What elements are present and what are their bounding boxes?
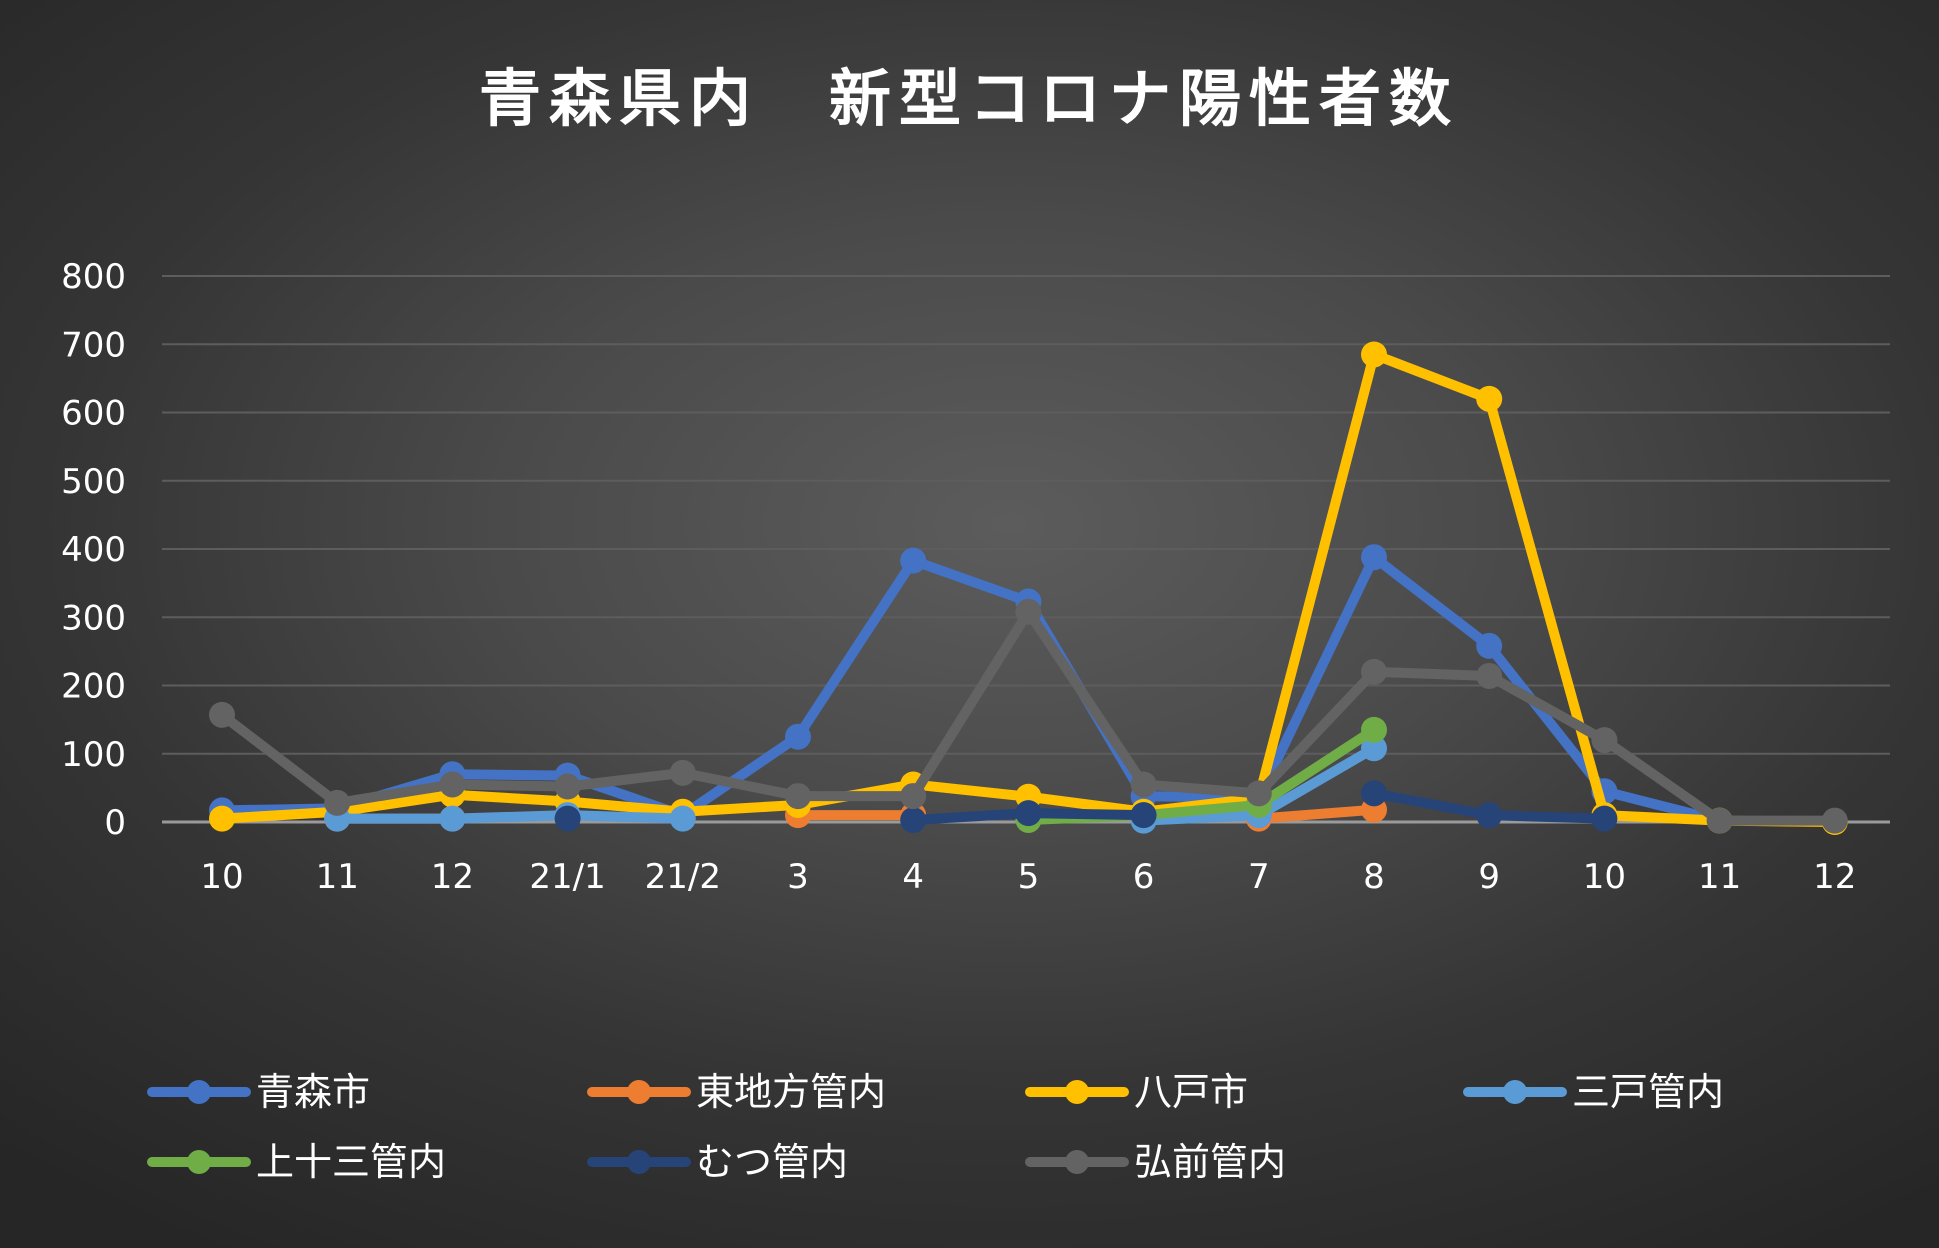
legend-item: 青森市 (147, 1070, 370, 1114)
y-tick-label: 0 (104, 803, 126, 843)
data-point (1361, 780, 1387, 807)
legend-label: 弘前管内 (1134, 1140, 1286, 1184)
data-point (1476, 802, 1503, 829)
x-tick-label: 12 (431, 857, 474, 897)
x-tick-label: 6 (1133, 857, 1155, 897)
x-tick-label: 11 (316, 857, 359, 897)
y-axis: 0 100 200 300 400 500 600 700 800 (61, 257, 126, 843)
legend-label: 青森市 (256, 1070, 370, 1114)
legend-item: 弘前管内 (1025, 1140, 1286, 1184)
data-point (1130, 802, 1157, 829)
series-6 (554, 780, 1618, 833)
data-point (785, 723, 811, 750)
legend-item: 東地方管内 (587, 1070, 886, 1114)
legend-swatch-marker (627, 1150, 651, 1174)
data-point (669, 805, 696, 832)
legend-swatch-marker (1065, 1080, 1089, 1104)
x-tick-label: 5 (1018, 857, 1040, 897)
x-tick-label: 3 (787, 857, 809, 897)
series-line (217, 552, 1725, 826)
legend-item: むつ管内 (587, 1140, 848, 1184)
data-point (1476, 662, 1503, 689)
series-3 (209, 341, 1848, 835)
legend-label: 東地方管内 (696, 1070, 886, 1114)
legend-label: むつ管内 (696, 1140, 848, 1184)
y-tick-label: 400 (61, 530, 126, 570)
legend-item: 八戸市 (1025, 1070, 1248, 1114)
x-tick-label: 8 (1363, 857, 1385, 897)
data-point (1706, 807, 1733, 834)
data-point (324, 789, 351, 816)
y-tick-label: 300 (61, 598, 126, 638)
data-point (554, 805, 581, 832)
series-line (217, 349, 1840, 827)
legend-swatch-marker (187, 1080, 211, 1104)
data-point (669, 759, 696, 786)
legend-label: 三戸管内 (1572, 1070, 1724, 1114)
y-tick-label: 200 (61, 667, 126, 707)
x-axis: 10 11 12 21/1 21/2 3 4 5 6 7 8 9 10 11 12 (200, 857, 1856, 897)
x-tick-label: 10 (1583, 857, 1626, 897)
data-point (1361, 735, 1387, 762)
series-lines (209, 341, 1848, 835)
data-point (1476, 632, 1503, 659)
series-line (332, 810, 688, 824)
gridlines (162, 275, 1890, 824)
x-tick-label: 10 (200, 857, 243, 897)
legend-item: 上十三管内 (147, 1140, 446, 1184)
legend-swatch-marker (187, 1150, 211, 1174)
data-point (439, 771, 466, 798)
data-point (1476, 385, 1503, 412)
data-point (1245, 780, 1272, 807)
legend-swatch-marker (627, 1080, 651, 1104)
data-point (900, 547, 927, 574)
data-point (785, 783, 811, 810)
data-point (1361, 341, 1387, 368)
legend-swatch-marker (1503, 1080, 1527, 1104)
x-tick-label: 11 (1698, 857, 1741, 897)
x-tick-label: 4 (902, 857, 924, 897)
chart-title: 青森県内 新型コロナ陽性者数 (479, 62, 1459, 135)
data-point (1361, 544, 1387, 571)
data-point (209, 701, 235, 728)
legend-swatch-marker (1065, 1150, 1089, 1174)
data-point (209, 805, 235, 832)
data-point (900, 806, 927, 833)
legend-label: 上十三管内 (256, 1140, 446, 1184)
y-tick-label: 600 (61, 394, 126, 434)
data-point (1015, 800, 1042, 827)
y-tick-label: 500 (61, 462, 126, 502)
y-tick-label: 100 (61, 735, 126, 775)
data-point (1361, 658, 1387, 685)
data-point (1130, 771, 1157, 798)
x-tick-label: 12 (1813, 857, 1856, 897)
data-point (1591, 727, 1618, 754)
x-tick-label: 7 (1248, 857, 1270, 897)
y-tick-label: 800 (61, 257, 126, 297)
series-7 (209, 598, 1848, 834)
data-point (1821, 807, 1848, 834)
legend-label: 八戸市 (1134, 1070, 1248, 1114)
x-tick-label: 21/2 (645, 857, 721, 897)
y-tick-label: 700 (61, 325, 126, 365)
data-point (1591, 805, 1618, 832)
x-tick-label: 21/1 (529, 857, 605, 897)
data-point (554, 773, 581, 800)
data-point (1015, 598, 1042, 625)
series-line (1253, 804, 1379, 824)
legend-item: 三戸管内 (1463, 1070, 1724, 1114)
data-point (900, 783, 927, 810)
data-point (1361, 716, 1387, 743)
x-tick-label: 9 (1478, 857, 1500, 897)
data-point (439, 805, 466, 832)
